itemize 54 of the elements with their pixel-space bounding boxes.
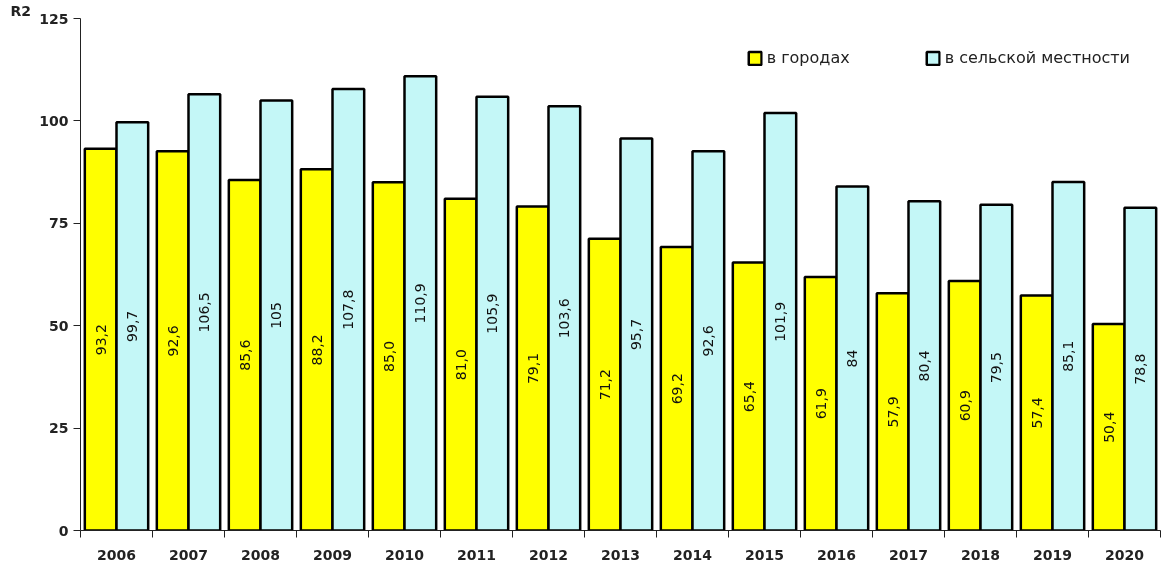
legend-label: в городах xyxy=(766,48,850,67)
x-tick-label: 2006 xyxy=(97,546,136,563)
x-tick-label: 2015 xyxy=(745,546,784,563)
data-label: 50,4 xyxy=(1100,411,1117,443)
data-label: 65,4 xyxy=(740,380,757,413)
x-tick-label: 2009 xyxy=(313,546,352,563)
data-label: 81,0 xyxy=(452,349,469,381)
data-label: 84 xyxy=(844,349,861,368)
x-tick-label: 2018 xyxy=(961,546,1000,563)
x-tick-label: 2013 xyxy=(601,546,640,563)
x-tick-label: 2010 xyxy=(385,546,425,563)
data-label: 101,9 xyxy=(772,301,789,342)
data-label: 105,9 xyxy=(484,293,501,334)
data-label: 61,9 xyxy=(812,388,829,420)
data-label: 57,4 xyxy=(1028,397,1045,429)
data-label: 79,5 xyxy=(988,352,1005,384)
data-label: 71,2 xyxy=(596,369,613,401)
x-tick-label: 2016 xyxy=(817,546,856,563)
data-label: 60,9 xyxy=(956,390,973,422)
x-tick-label: 2017 xyxy=(889,546,928,563)
x-tick-label: 2012 xyxy=(529,546,568,563)
y-tick-label: 0 xyxy=(58,522,69,539)
data-label: 80,4 xyxy=(916,350,933,382)
data-label: 92,6 xyxy=(700,325,717,357)
x-tick-label: 2019 xyxy=(1033,546,1072,563)
y-axis-title: R2 xyxy=(10,2,32,19)
x-tick-label: 2011 xyxy=(457,546,496,563)
data-label: 78,8 xyxy=(1132,353,1149,385)
x-tick-label: 2008 xyxy=(241,546,280,563)
data-label: 85,0 xyxy=(380,340,397,373)
legend-label: в сельской местности xyxy=(944,48,1130,67)
data-label: 93,2 xyxy=(92,324,109,356)
y-tick-label: 25 xyxy=(49,420,69,437)
y-tick-label: 100 xyxy=(39,112,69,129)
data-label: 69,2 xyxy=(668,373,685,405)
data-label: 105 xyxy=(268,302,285,329)
x-tick-label: 2007 xyxy=(169,546,208,563)
data-label: 85,6 xyxy=(236,339,253,371)
y-tick-label: 50 xyxy=(49,317,69,334)
y-tick-label: 125 xyxy=(39,10,69,27)
data-label: 79,1 xyxy=(524,352,541,385)
data-label: 107,8 xyxy=(340,289,357,330)
data-label: 57,9 xyxy=(884,396,901,428)
data-label: 85,1 xyxy=(1060,340,1077,372)
data-label: 92,6 xyxy=(164,325,181,357)
data-label: 106,5 xyxy=(196,292,213,333)
data-label: 110,9 xyxy=(412,283,429,324)
data-label: 88,2 xyxy=(308,334,325,366)
x-tick-label: 2014 xyxy=(673,546,713,563)
data-label: 95,7 xyxy=(628,318,645,351)
y-tick-label: 75 xyxy=(49,215,69,232)
data-label: 99,7 xyxy=(124,310,141,342)
data-label: 103,6 xyxy=(556,298,573,339)
x-tick-label: 2020 xyxy=(1105,546,1145,563)
